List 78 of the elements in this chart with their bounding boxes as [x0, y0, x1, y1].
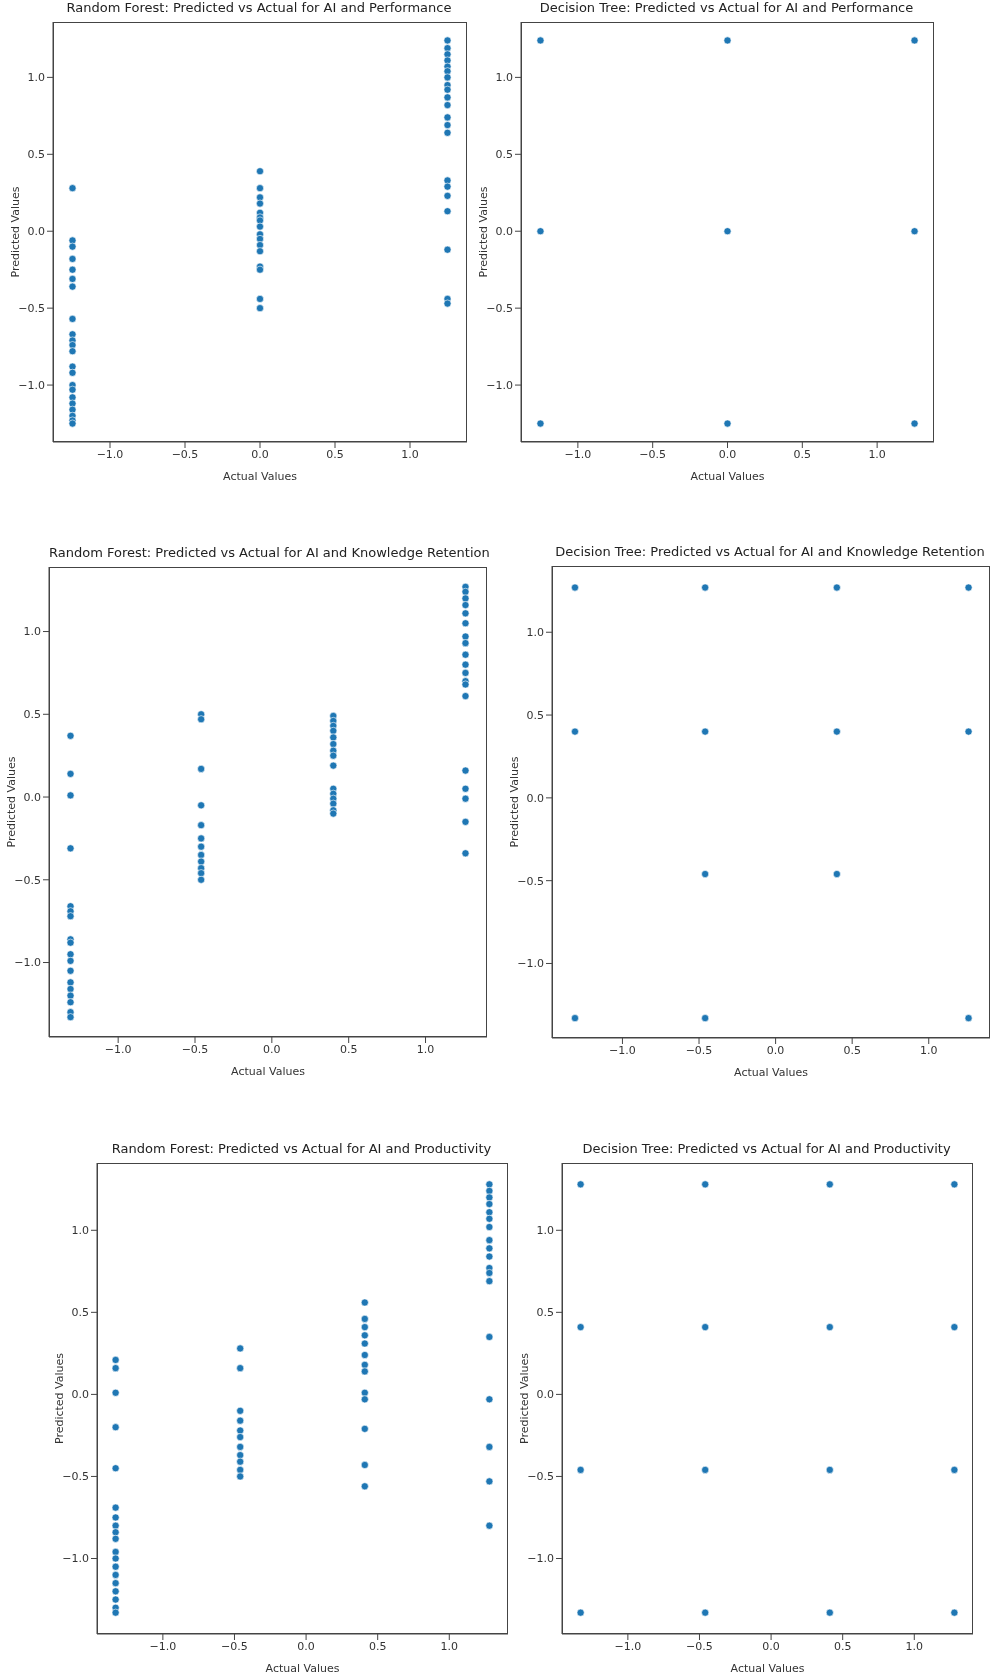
y-tick-label: −1.0	[517, 957, 544, 971]
x-tick-label: −1.0	[609, 1043, 636, 1057]
chart-title: Decision Tree: Predicted vs Actual for AI and Knowledge Retention	[554, 544, 986, 559]
x-tick-label: −1.0	[96, 447, 124, 461]
x-tick-label: −0.5	[685, 1043, 713, 1057]
x-axis-title: Actual Values	[231, 1065, 306, 1078]
y-tick-label: 1.0	[71, 1224, 89, 1238]
x-tick-label: 1.0	[905, 1639, 924, 1653]
chart-title: Random Forest: Predicted vs Actual for AI and Productivity	[110, 1141, 493, 1156]
x-tick-label: −1.0	[614, 1639, 642, 1653]
y-tick-label: 0.5	[71, 1306, 89, 1320]
y-tick-label: 1.0	[495, 71, 513, 85]
chart-title: Decision Tree: Predicted vs Actual for AI and Performance	[538, 0, 915, 15]
y-tick-label: 1.0	[27, 71, 45, 85]
x-tick-label: 0.5	[326, 447, 344, 461]
x-tick-label: 0.0	[263, 1042, 281, 1056]
y-axis-title: Predicted Values	[507, 756, 521, 848]
chart-title: Decision Tree: Predicted vs Actual for AI and Productivity	[581, 1141, 952, 1156]
y-tick-label: 0.0	[495, 225, 513, 239]
y-tick-label: −0.5	[14, 873, 41, 887]
y-tick-label: −0.5	[517, 874, 544, 888]
x-tick-label: −0.5	[181, 1042, 209, 1056]
x-tick-label: 0.0	[251, 447, 269, 461]
y-axis-title: Predicted Values	[52, 1352, 66, 1445]
y-tick-label: 0.5	[27, 148, 45, 162]
x-tick-label: 1.0	[416, 1042, 435, 1056]
y-tick-label: 0.5	[526, 708, 544, 722]
x-tick-label: 0.0	[762, 1639, 780, 1653]
x-tick-label: −0.5	[171, 447, 199, 461]
x-tick-label: 0.5	[843, 1043, 861, 1057]
chart-title: Random Forest: Predicted vs Actual for AI and Performance	[65, 0, 453, 15]
y-tick-label: 1.0	[536, 1224, 554, 1238]
y-tick-label: 1.0	[526, 626, 544, 640]
chart-title: Random Forest: Predicted vs Actual for AI and Knowledge Retention	[49, 545, 490, 560]
y-tick-label: 0.0	[23, 790, 41, 804]
y-tick-label: 0.5	[23, 708, 41, 722]
y-tick-label: 0.0	[536, 1388, 554, 1402]
x-tick-label: 0.0	[718, 447, 737, 461]
y-tick-label: 0.0	[27, 225, 45, 239]
y-tick-label: −0.5	[527, 1470, 554, 1484]
x-axis-title: Actual Values	[690, 470, 765, 483]
y-tick-label: −0.5	[62, 1470, 89, 1484]
x-tick-label: 0.5	[833, 1639, 852, 1653]
x-tick-label: −0.5	[221, 1639, 248, 1653]
x-tick-label: 0.5	[339, 1042, 358, 1056]
x-tick-label: 0.5	[368, 1639, 387, 1653]
x-tick-label: 0.0	[766, 1043, 785, 1057]
x-tick-label: −1.0	[149, 1639, 177, 1653]
y-axis-title: Predicted Values	[476, 186, 490, 278]
x-tick-label: −1.0	[104, 1042, 132, 1056]
y-axis-title: Predicted Values	[4, 756, 18, 848]
x-tick-label: 0.0	[297, 1639, 315, 1653]
y-tick-label: −1.0	[486, 378, 513, 392]
x-tick-label: 1.0	[868, 447, 886, 461]
x-tick-label: 0.5	[793, 447, 812, 461]
y-tick-label: −0.5	[486, 302, 513, 316]
x-axis-title: Actual Values	[223, 470, 298, 483]
y-tick-label: −1.0	[18, 378, 45, 392]
x-axis-title: Actual Values	[730, 1662, 805, 1675]
y-tick-label: 0.0	[526, 791, 544, 805]
y-tick-label: 0.5	[536, 1306, 554, 1320]
x-axis-title: Actual Values	[734, 1066, 809, 1079]
y-tick-label: 1.0	[23, 625, 41, 639]
x-tick-label: 1.0	[440, 1639, 459, 1653]
y-tick-label: −1.0	[527, 1552, 554, 1566]
y-tick-label: −1.0	[14, 956, 41, 970]
y-tick-label: −0.5	[18, 302, 45, 316]
y-tick-label: 0.0	[71, 1388, 89, 1402]
y-axis-title: Predicted Values	[517, 1352, 531, 1445]
y-tick-label: −1.0	[62, 1552, 89, 1566]
x-tick-label: 1.0	[401, 447, 419, 461]
x-axis-title: Actual Values	[265, 1662, 340, 1675]
x-tick-label: 1.0	[919, 1043, 938, 1057]
x-tick-label: −0.5	[639, 447, 667, 461]
x-tick-label: −1.0	[564, 447, 592, 461]
x-tick-label: −0.5	[686, 1639, 713, 1653]
y-axis-title: Predicted Values	[8, 186, 22, 278]
y-tick-label: 0.5	[495, 148, 513, 162]
